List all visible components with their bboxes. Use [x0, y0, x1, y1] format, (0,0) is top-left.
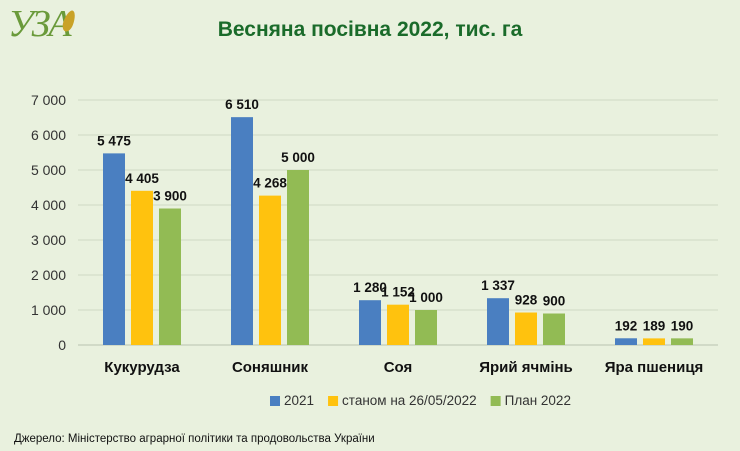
bar — [415, 310, 437, 345]
data-label: 189 — [643, 318, 666, 333]
y-axis-ticks: 0 1 000 2 000 3 000 4 000 5 000 6 000 7 000 — [31, 92, 66, 353]
data-label: 1 337 — [481, 278, 515, 293]
bar — [671, 338, 693, 345]
x-category-label: Соя — [384, 359, 413, 376]
data-label: 192 — [615, 318, 638, 333]
y-tick-label: 7 000 — [31, 92, 66, 108]
y-tick-label: 5 000 — [31, 162, 66, 178]
bar — [543, 313, 565, 345]
bar — [643, 338, 665, 345]
data-label: 928 — [515, 293, 538, 308]
x-category-label: Ярий ячмінь — [479, 359, 573, 376]
bar — [131, 190, 153, 345]
y-tick-label: 1 000 — [31, 302, 66, 318]
data-label: 5 475 — [97, 133, 131, 148]
data-label: 1 280 — [353, 280, 387, 295]
data-label: 190 — [671, 318, 694, 333]
legend-swatch — [490, 396, 501, 406]
bar — [259, 195, 281, 345]
x-category-label: Соняшник — [232, 359, 309, 376]
data-label: 4 405 — [125, 171, 159, 186]
legend-label: План 2022 — [505, 393, 571, 408]
x-axis-categories: Кукурудза Соняшник Соя Ярий ячмінь Яра пшени… — [104, 359, 703, 376]
legend-label: 2021 — [284, 393, 314, 408]
data-label: 900 — [543, 294, 566, 309]
x-category-label: Кукурудза — [104, 359, 180, 376]
legend-label: станом на 26/05/2022 — [342, 393, 477, 408]
source-note: Джерело: Міністерство аграрної політики … — [14, 433, 375, 445]
uza-logo: УЗА — [8, 3, 78, 45]
bar — [103, 153, 125, 345]
data-label: 5 000 — [281, 150, 315, 165]
legend-swatch — [328, 396, 339, 406]
data-label: 6 510 — [225, 97, 259, 112]
bar — [359, 300, 381, 345]
y-tick-label: 3 000 — [31, 232, 66, 248]
data-label: 1 000 — [409, 290, 443, 305]
bars — [103, 117, 693, 346]
y-tick-label: 6 000 — [31, 127, 66, 143]
bar — [615, 338, 637, 345]
bar — [159, 208, 181, 345]
bar — [515, 312, 537, 345]
logo-text: УЗА — [8, 3, 72, 45]
legend-swatch — [270, 396, 280, 406]
bar — [387, 304, 409, 345]
bar — [287, 170, 309, 345]
y-tick-label: 2 000 — [31, 267, 66, 283]
y-tick-label: 0 — [58, 337, 66, 353]
y-tick-label: 4 000 — [31, 197, 66, 213]
chart-title: Весняна посівна 2022, тис. га — [217, 18, 523, 41]
bar — [487, 298, 509, 345]
data-label: 4 268 — [253, 176, 287, 191]
data-label: 1 152 — [381, 285, 415, 300]
legend: 2021 станом на 26/05/2022 План 2022 — [270, 393, 571, 408]
bar — [231, 117, 253, 346]
x-category-label: Яра пшениця — [605, 359, 704, 376]
data-label: 3 900 — [153, 189, 187, 204]
bar-chart: 0 1 000 2 000 3 000 4 000 5 000 6 000 7 000 5 4… — [31, 92, 718, 408]
